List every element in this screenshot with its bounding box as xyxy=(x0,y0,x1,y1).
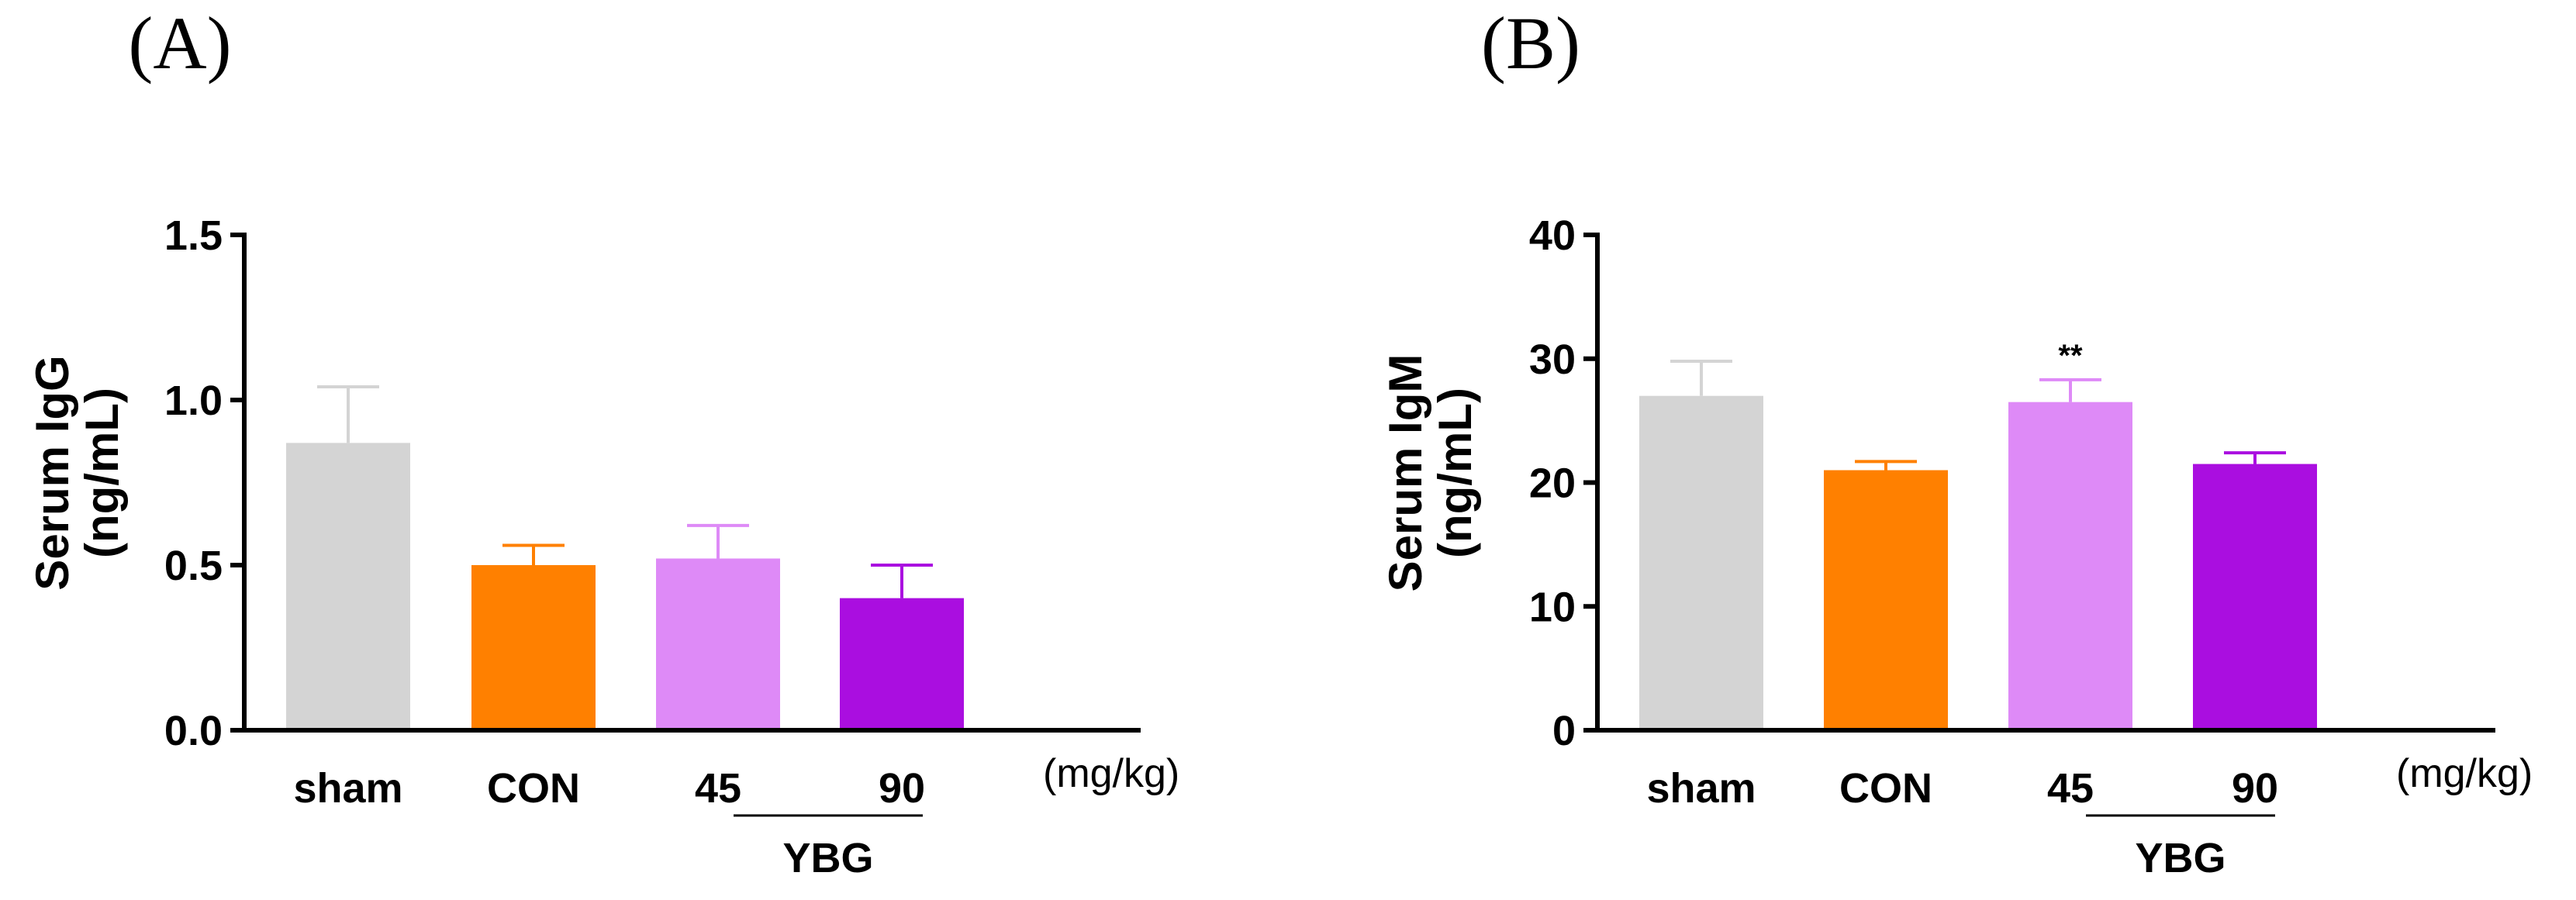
y-axis-unit: (ng/mL) xyxy=(76,388,128,558)
panel-label: (A) xyxy=(128,2,231,84)
bar-45 xyxy=(2008,402,2132,730)
category-label: CON xyxy=(1839,765,1932,812)
dose-unit-label: (mg/kg) xyxy=(2396,751,2533,796)
bar-45 xyxy=(656,558,780,730)
bar-sham xyxy=(286,443,410,730)
y-tick-label: 0 xyxy=(1552,708,1576,754)
bar-CON xyxy=(1824,470,1948,730)
y-tick-label: 20 xyxy=(1529,460,1576,507)
category-label: 45 xyxy=(695,765,741,812)
category-label: 45 xyxy=(2047,765,2094,812)
chart-panel-b: (B) sham CON ** 45 90 0 10 20 30 40 Serum IgM(ng/mL… xyxy=(1380,2,2533,881)
bar-90 xyxy=(840,598,964,730)
chart-panel-a: (A) sham CON 45 90 0.0 0.5 1.0 1.5 Serum IgG(ng/m… xyxy=(26,2,1179,881)
panel-label: (B) xyxy=(1481,2,1580,84)
y-axis-unit: (ng/mL) xyxy=(1429,388,1481,558)
y-tick-label: 0.0 xyxy=(164,708,223,754)
y-tick-label: 1.5 xyxy=(164,212,223,259)
y-tick-label: 40 xyxy=(1529,212,1576,259)
category-label: sham xyxy=(1646,765,1756,812)
y-axis-title: Serum IgG xyxy=(26,355,78,590)
bar-CON xyxy=(471,565,596,730)
category-label: sham xyxy=(293,765,402,812)
y-tick-label: 0.5 xyxy=(164,543,223,589)
category-label: 90 xyxy=(2232,765,2278,812)
category-label: CON xyxy=(487,765,580,812)
y-tick-label: 10 xyxy=(1529,584,1576,630)
dose-unit-label: (mg/kg) xyxy=(1043,751,1179,796)
group-label: YBG xyxy=(782,835,873,881)
bar-sham xyxy=(1639,395,1763,730)
y-axis-title: Serum IgM xyxy=(1380,354,1431,592)
bar-90 xyxy=(2193,464,2317,730)
group-label: YBG xyxy=(2135,835,2226,881)
y-tick-label: 30 xyxy=(1529,336,1576,383)
category-label: 90 xyxy=(879,765,925,812)
y-tick-label: 1.0 xyxy=(164,378,223,424)
significance-label: ** xyxy=(2058,339,2083,373)
